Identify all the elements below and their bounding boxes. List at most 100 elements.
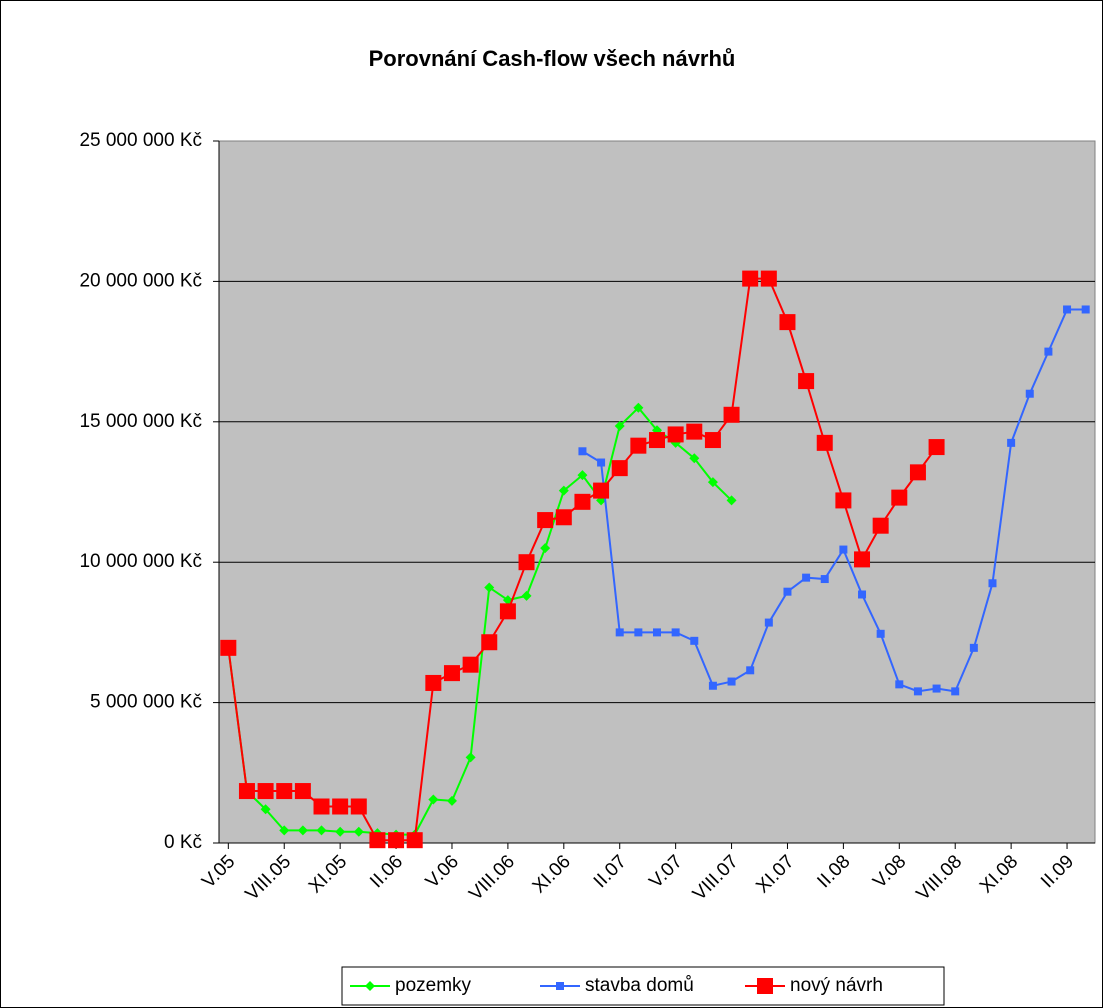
data-point [932,684,941,693]
data-point [802,573,811,582]
data-point [633,402,644,413]
legend-label: stavba domů [585,975,694,996]
y-tick-label: 0 Kč [164,832,202,853]
data-point [653,628,661,637]
data-point [742,270,759,287]
data-point [428,794,439,805]
data-point [1025,389,1034,398]
legend-box [341,966,945,1006]
data-point [858,590,867,599]
data-point [425,674,442,691]
data-point [313,798,330,815]
data-point [798,373,815,390]
data-point [928,439,945,456]
y-tick-label: 25 000 000 Kč [79,130,202,151]
data-point [783,587,792,596]
data-point [350,798,367,815]
data-point [611,460,628,477]
data-point [577,470,588,481]
data-point [578,447,587,456]
data-point [1063,305,1072,314]
data-point [779,314,796,331]
data-point [238,783,255,800]
data-point [689,453,700,464]
data-point [614,421,625,432]
data-point [537,512,554,529]
y-tick-label: 5 000 000 Kč [90,692,202,713]
data-point [335,826,346,837]
data-point [760,270,777,287]
data-point [465,752,476,763]
data-point [667,426,684,443]
data-point [872,517,889,534]
data-point [316,825,327,836]
data-point [443,665,460,682]
data-point [1081,305,1090,314]
data-point [294,783,311,800]
data-point [388,832,405,849]
data-point [820,575,829,584]
data-point [816,434,833,451]
y-tick-label: 15 000 000 Kč [79,411,202,432]
data-point [969,643,978,652]
data-point [597,458,606,467]
data-point [686,423,703,440]
data-point [835,492,852,509]
data-point [708,681,717,690]
data-point [876,629,885,638]
data-point [297,825,308,836]
data-point [727,677,736,686]
data-point [353,826,364,837]
legend-marker [757,978,773,994]
data-point [1007,438,1016,447]
data-point [260,804,271,815]
data-point [746,666,755,675]
data-point [257,783,274,800]
data-point [462,656,479,673]
data-point [913,687,922,696]
legend-label: nový návrh [790,975,883,996]
data-point [895,680,904,689]
data-point [951,687,960,696]
series-line [581,308,1086,693]
data-point [726,495,737,506]
data-point [854,551,871,568]
data-point [558,485,569,496]
data-point [481,634,498,651]
data-point [484,582,495,593]
data-point [499,603,516,620]
data-point [1044,347,1053,356]
data-point [988,579,997,588]
data-point [839,545,848,554]
chart-title: Porovnání Cash-flow všech návrhů [369,46,736,71]
data-point [574,493,591,510]
data-point [279,825,290,836]
data-point [891,489,908,506]
data-point [723,406,740,423]
data-point [593,482,610,499]
data-point [690,636,699,645]
data-point [406,832,423,849]
data-point [518,554,535,571]
data-point [649,432,665,449]
data-point [704,432,721,449]
data-point [671,628,680,637]
data-point [521,590,532,601]
data-point [615,628,624,637]
data-point [555,509,572,526]
plot-area [218,140,1096,844]
data-point [764,618,773,627]
data-point [540,543,551,554]
legend-label: pozemky [395,975,472,996]
data-point [220,639,237,656]
data-point [446,795,457,806]
data-point [276,783,293,800]
data-point [707,477,718,488]
data-point [369,832,386,849]
y-tick-label: 10 000 000 Kč [79,551,202,572]
data-point [634,628,643,637]
data-point [332,798,349,815]
legend-marker [556,982,564,990]
series-line [227,406,733,836]
